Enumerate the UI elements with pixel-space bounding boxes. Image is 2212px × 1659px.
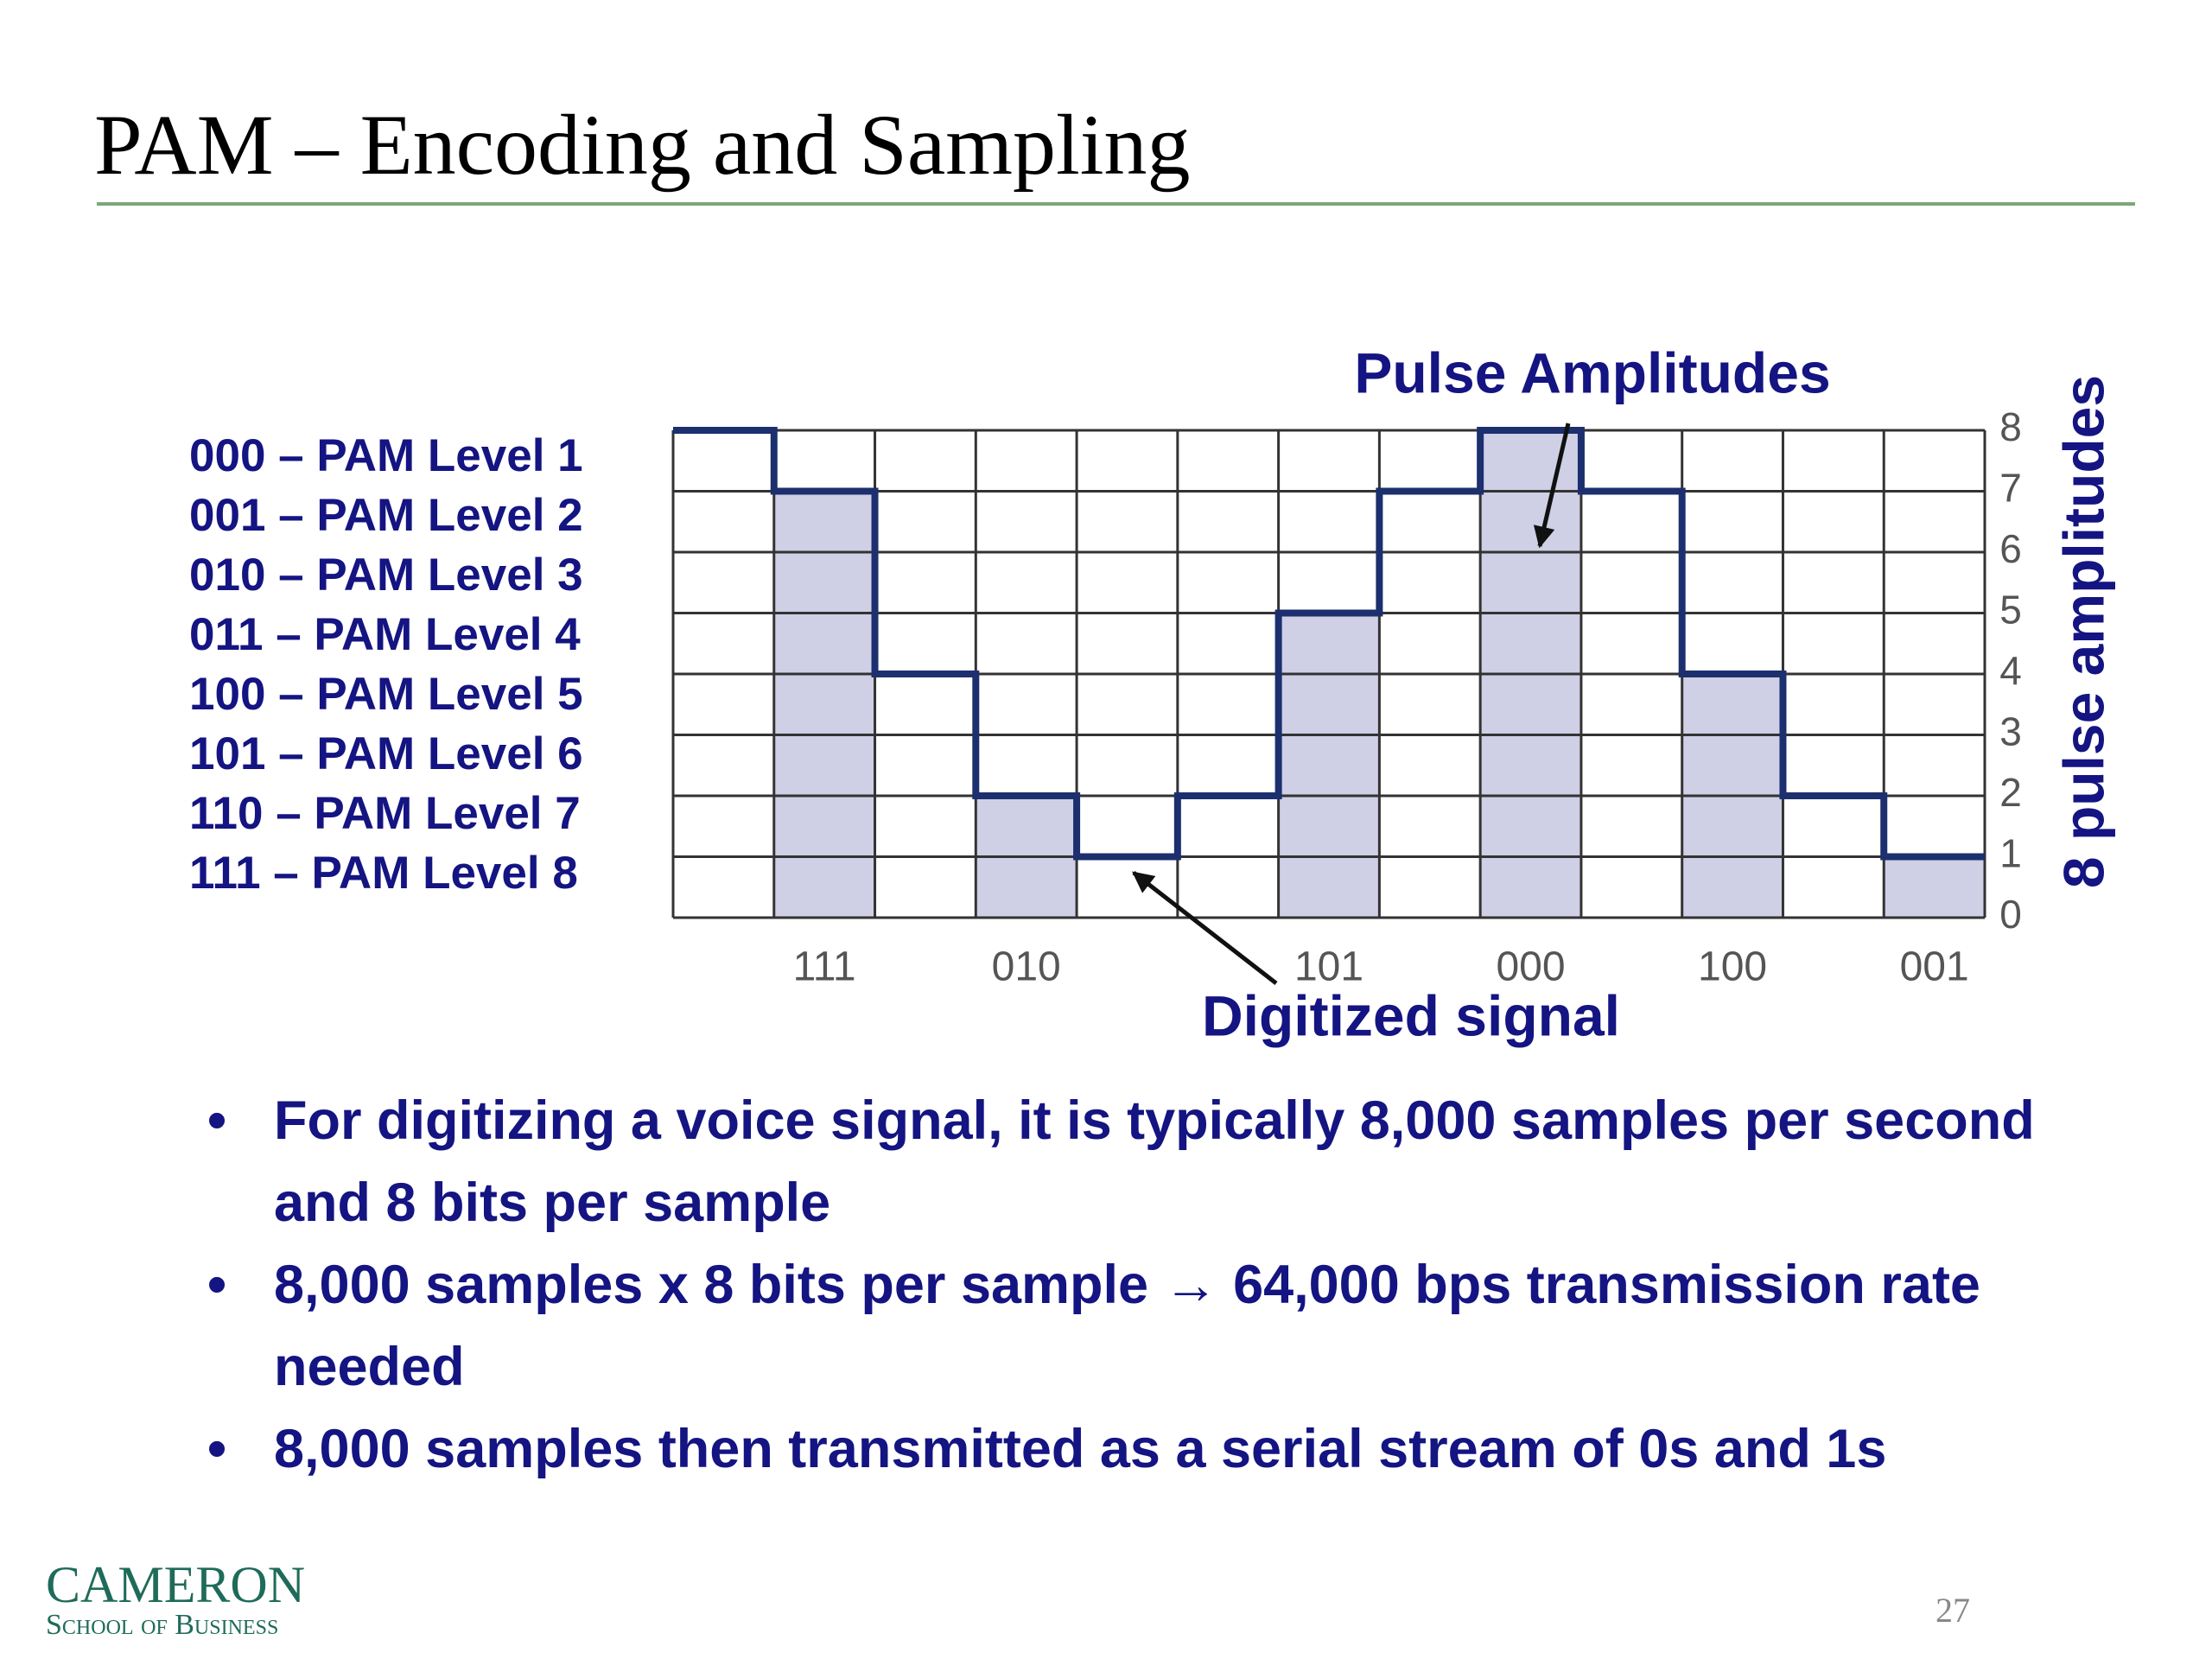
y-tick-label: 6 [1999,526,2022,571]
sample-bar [1278,613,1380,918]
logo-subtitle: School of Business [46,1609,279,1641]
y-tick-label: 0 [1999,892,2022,937]
bullet-list: For digitizing a voice signal, it is typ… [207,1080,2143,1491]
code-item: 110 – PAM Level 7 [189,788,581,839]
bullet: For digitizing a voice signal, it is typ… [207,1080,2143,1244]
arrow [1533,423,1571,549]
y-tick-label: 8 [1999,404,2022,449]
code-item: 011 – PAM Level 4 [189,609,581,660]
code-list: 000 – PAM Level 1 001 – PAM Level 2 010 – … [189,423,583,900]
y-tick-label: 1 [1999,831,2022,876]
slide-title: PAM – Encoding and Sampling [94,97,1191,193]
bullet: 8,000 samples then transmitted as a seri… [207,1408,2143,1491]
y-tick-label: 7 [1999,466,2022,511]
title-rule [97,202,2135,206]
code-item: 001 – PAM Level 2 [189,490,583,541]
y-tick-label: 5 [1999,588,2022,632]
x-tick-label: 000 [1496,944,1565,990]
plot: 0 1 2 3 4 5 6 7 8 111 010 101 000 100 001 [671,404,2022,990]
annotation: Pulse Amplitudes [1354,340,1830,404]
x-tick-label: 111 [793,944,856,990]
page-number: 27 [1936,1591,1970,1630]
y-tick-label: 2 [1999,770,2022,815]
sample-bar [1884,856,1985,918]
code-item: 101 – PAM Level 6 [189,728,583,779]
y-tick-label: 4 [1999,648,2022,693]
y-axis-label: 8 pulse amplitudes [2051,375,2115,888]
code-item: 111 – PAM Level 8 [189,848,578,899]
code-item: 100 – PAM Level 5 [189,669,583,720]
sample-bar [773,491,875,918]
step-line [673,427,1985,861]
code-item: 000 – PAM Level 1 [189,430,583,481]
x-tick-label: 101 [1294,944,1363,990]
arrow [1132,871,1278,985]
x-tick-label: 001 [1900,944,1969,990]
code-item: 010 – PAM Level 3 [189,550,583,601]
annotation: Digitized signal [1202,983,1620,1047]
x-tick-label: 100 [1698,944,1767,990]
bullet: 8,000 samples x 8 bits per sample → 64,0… [207,1244,2143,1408]
y-tick-label: 3 [1999,709,2022,754]
x-tick-label: 010 [992,944,1061,990]
logo: CAMERON [46,1556,306,1613]
